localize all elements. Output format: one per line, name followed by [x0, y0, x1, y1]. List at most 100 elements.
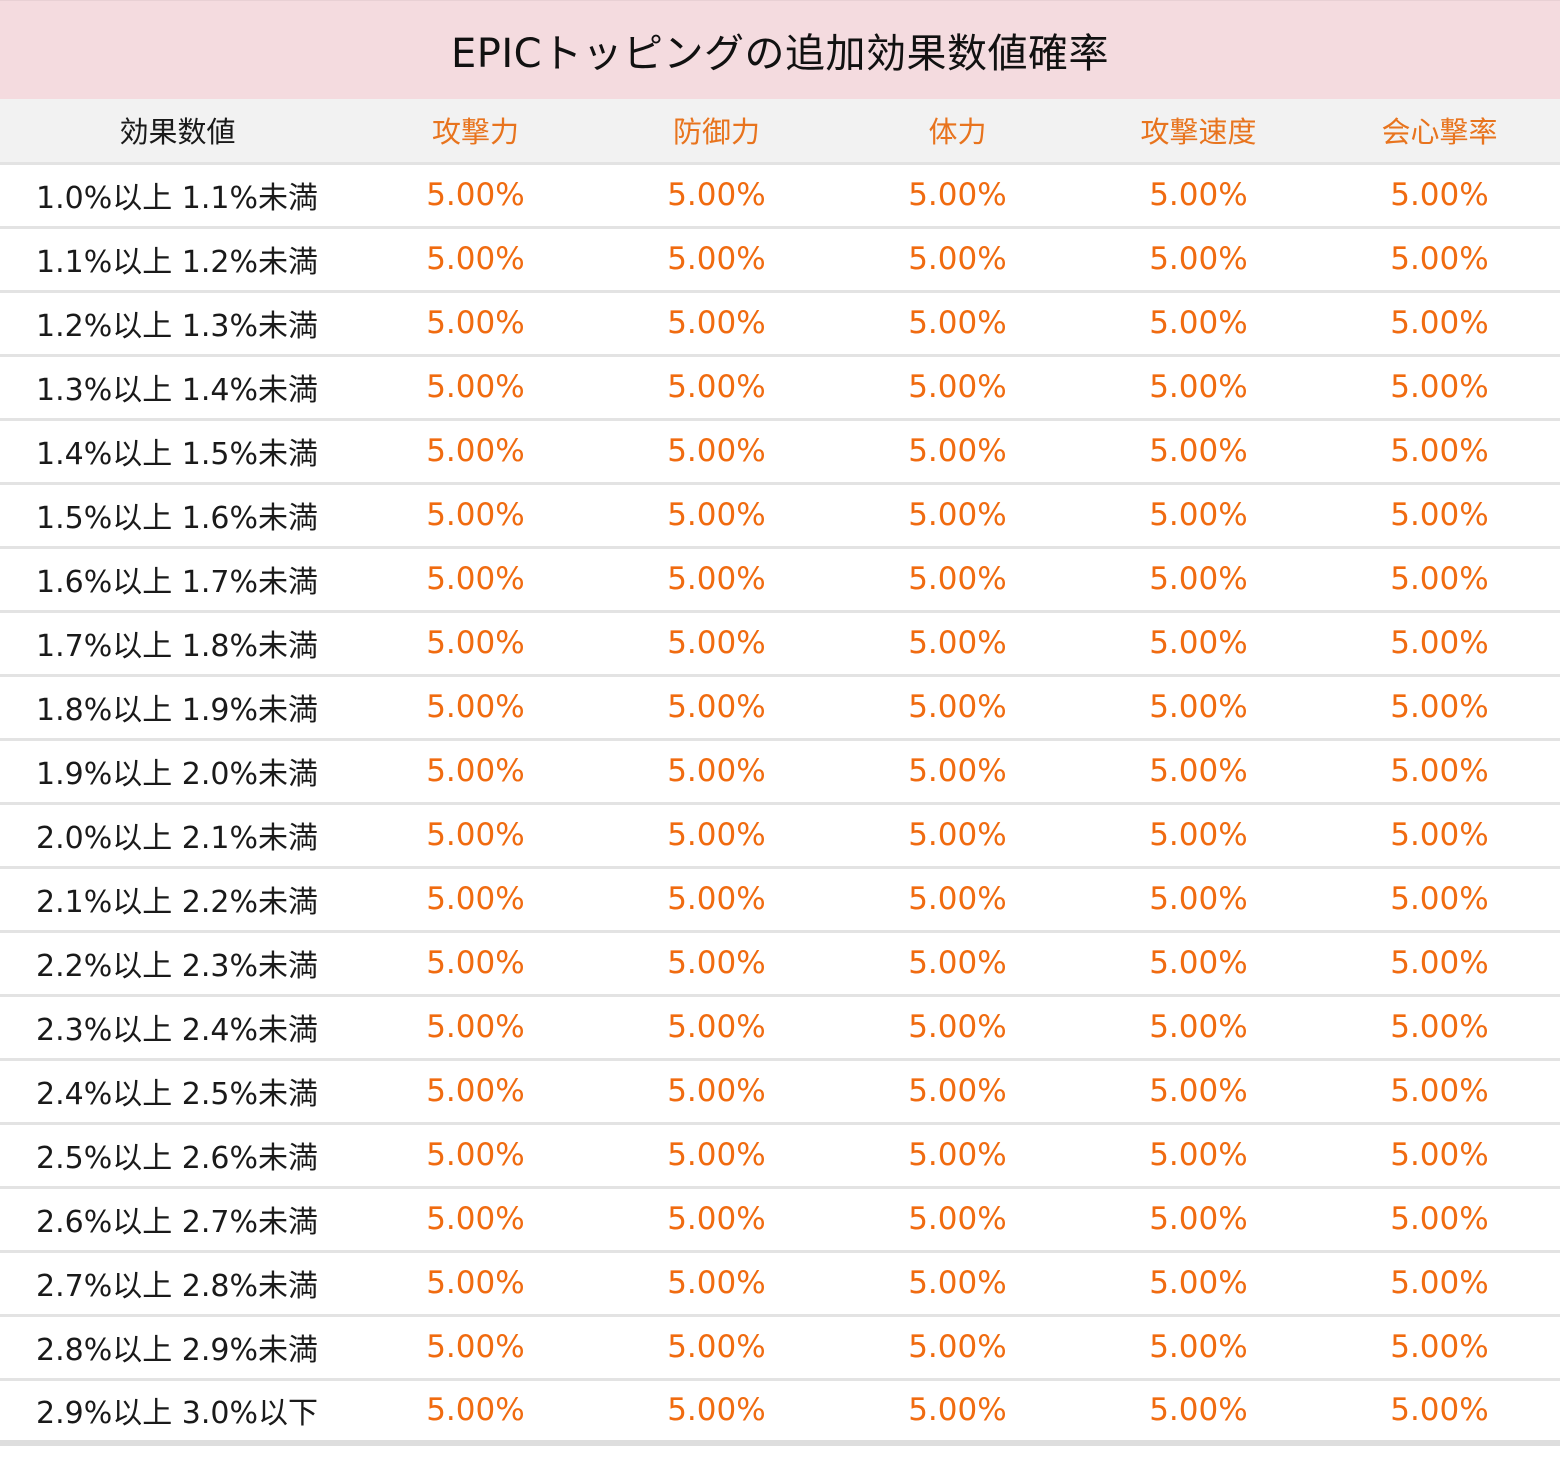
cell-attack-speed-probability: 5.00%	[1077, 1379, 1319, 1446]
header-crit-rate: 会心撃率	[1318, 99, 1560, 165]
table-row: 1.6%以上 1.7%未満 5.00% 5.00% 5.00% 5.00% 5.00%	[0, 547, 1560, 613]
row-range-label: 1.6%以上 1.7%未満	[0, 547, 355, 613]
row-range-label: 2.1%以上 2.2%未満	[0, 867, 355, 933]
table-row: 2.7%以上 2.8%未満 5.00% 5.00% 5.00% 5.00% 5.00%	[0, 1251, 1560, 1317]
cell-crit-rate-probability: 5.00%	[1318, 803, 1560, 869]
cell-hp-probability: 5.00%	[836, 675, 1078, 741]
cell-hp-probability: 5.00%	[836, 483, 1078, 549]
table-row: 1.2%以上 1.3%未満 5.00% 5.00% 5.00% 5.00% 5.00%	[0, 291, 1560, 357]
row-range-label: 2.8%以上 2.9%未満	[0, 1315, 355, 1381]
cell-defense-probability: 5.00%	[595, 675, 837, 741]
row-range-label: 1.0%以上 1.1%未満	[0, 163, 355, 229]
cell-attack-speed-probability: 5.00%	[1077, 547, 1319, 613]
cell-attack-probability: 5.00%	[354, 1315, 596, 1381]
cell-defense-probability: 5.00%	[595, 1379, 837, 1446]
cell-attack-speed-probability: 5.00%	[1077, 803, 1319, 869]
cell-hp-probability: 5.00%	[836, 291, 1078, 357]
cell-defense-probability: 5.00%	[595, 419, 837, 485]
cell-crit-rate-probability: 5.00%	[1318, 163, 1560, 229]
row-range-label: 1.9%以上 2.0%未満	[0, 739, 355, 805]
header-attack: 攻撃力	[354, 99, 596, 165]
cell-defense-probability: 5.00%	[595, 1123, 837, 1189]
cell-defense-probability: 5.00%	[595, 611, 837, 677]
cell-attack-probability: 5.00%	[354, 1059, 596, 1125]
cell-attack-speed-probability: 5.00%	[1077, 611, 1319, 677]
table-row: 2.6%以上 2.7%未満 5.00% 5.00% 5.00% 5.00% 5.00%	[0, 1187, 1560, 1253]
table-row: 2.8%以上 2.9%未満 5.00% 5.00% 5.00% 5.00% 5.00%	[0, 1315, 1560, 1381]
cell-attack-speed-probability: 5.00%	[1077, 675, 1319, 741]
row-range-label: 1.7%以上 1.8%未満	[0, 611, 355, 677]
cell-hp-probability: 5.00%	[836, 867, 1078, 933]
cell-hp-probability: 5.00%	[836, 227, 1078, 293]
cell-crit-rate-probability: 5.00%	[1318, 611, 1560, 677]
cell-attack-speed-probability: 5.00%	[1077, 483, 1319, 549]
probability-table: 効果数値 攻撃力 防御力 体力 攻撃速度 会心撃率 1.0%以上 1.1%未満 5…	[0, 99, 1560, 1446]
cell-hp-probability: 5.00%	[836, 1123, 1078, 1189]
cell-attack-probability: 5.00%	[354, 483, 596, 549]
cell-hp-probability: 5.00%	[836, 1379, 1078, 1446]
cell-crit-rate-probability: 5.00%	[1318, 227, 1560, 293]
cell-crit-rate-probability: 5.00%	[1318, 419, 1560, 485]
cell-hp-probability: 5.00%	[836, 931, 1078, 997]
cell-attack-speed-probability: 5.00%	[1077, 1315, 1319, 1381]
cell-attack-probability: 5.00%	[354, 931, 596, 997]
cell-attack-speed-probability: 5.00%	[1077, 867, 1319, 933]
cell-attack-probability: 5.00%	[354, 1251, 596, 1317]
cell-hp-probability: 5.00%	[836, 355, 1078, 421]
table-row: 1.8%以上 1.9%未満 5.00% 5.00% 5.00% 5.00% 5.00%	[0, 675, 1560, 741]
header-attack-speed: 攻撃速度	[1077, 99, 1319, 165]
cell-attack-speed-probability: 5.00%	[1077, 995, 1319, 1061]
cell-attack-probability: 5.00%	[354, 291, 596, 357]
cell-attack-speed-probability: 5.00%	[1077, 291, 1319, 357]
cell-hp-probability: 5.00%	[836, 611, 1078, 677]
table-row: 2.3%以上 2.4%未満 5.00% 5.00% 5.00% 5.00% 5.00%	[0, 995, 1560, 1061]
cell-attack-probability: 5.00%	[354, 419, 596, 485]
cell-defense-probability: 5.00%	[595, 739, 837, 805]
cell-hp-probability: 5.00%	[836, 1251, 1078, 1317]
cell-crit-rate-probability: 5.00%	[1318, 547, 1560, 613]
cell-attack-probability: 5.00%	[354, 611, 596, 677]
cell-attack-speed-probability: 5.00%	[1077, 739, 1319, 805]
cell-attack-probability: 5.00%	[354, 1379, 596, 1446]
row-range-label: 2.6%以上 2.7%未満	[0, 1187, 355, 1253]
header-effect-value: 効果数値	[0, 99, 355, 165]
cell-attack-probability: 5.00%	[354, 675, 596, 741]
row-range-label: 2.4%以上 2.5%未満	[0, 1059, 355, 1125]
cell-attack-speed-probability: 5.00%	[1077, 1059, 1319, 1125]
cell-defense-probability: 5.00%	[595, 483, 837, 549]
cell-attack-speed-probability: 5.00%	[1077, 1251, 1319, 1317]
cell-hp-probability: 5.00%	[836, 803, 1078, 869]
cell-crit-rate-probability: 5.00%	[1318, 483, 1560, 549]
table-row: 1.5%以上 1.6%未満 5.00% 5.00% 5.00% 5.00% 5.00%	[0, 483, 1560, 549]
cell-defense-probability: 5.00%	[595, 803, 837, 869]
table-title: EPICトッピングの追加効果数値確率	[450, 31, 1110, 77]
cell-attack-speed-probability: 5.00%	[1077, 355, 1319, 421]
cell-crit-rate-probability: 5.00%	[1318, 1059, 1560, 1125]
row-range-label: 1.8%以上 1.9%未満	[0, 675, 355, 741]
table-row: 1.4%以上 1.5%未満 5.00% 5.00% 5.00% 5.00% 5.00%	[0, 419, 1560, 485]
cell-hp-probability: 5.00%	[836, 163, 1078, 229]
cell-defense-probability: 5.00%	[595, 1059, 837, 1125]
table-body: 1.0%以上 1.1%未満 5.00% 5.00% 5.00% 5.00% 5.00% 1.…	[0, 163, 1560, 1446]
cell-crit-rate-probability: 5.00%	[1318, 1315, 1560, 1381]
row-range-label: 2.9%以上 3.0%以下	[0, 1379, 355, 1446]
cell-defense-probability: 5.00%	[595, 1251, 837, 1317]
row-range-label: 1.3%以上 1.4%未満	[0, 355, 355, 421]
table-row: 1.3%以上 1.4%未満 5.00% 5.00% 5.00% 5.00% 5.00%	[0, 355, 1560, 421]
row-range-label: 2.3%以上 2.4%未満	[0, 995, 355, 1061]
row-range-label: 1.2%以上 1.3%未満	[0, 291, 355, 357]
cell-attack-probability: 5.00%	[354, 995, 596, 1061]
cell-attack-speed-probability: 5.00%	[1077, 163, 1319, 229]
cell-hp-probability: 5.00%	[836, 1315, 1078, 1381]
row-range-label: 1.5%以上 1.6%未満	[0, 483, 355, 549]
cell-crit-rate-probability: 5.00%	[1318, 867, 1560, 933]
table-row: 1.1%以上 1.2%未満 5.00% 5.00% 5.00% 5.00% 5.00%	[0, 227, 1560, 293]
cell-crit-rate-probability: 5.00%	[1318, 995, 1560, 1061]
cell-attack-speed-probability: 5.00%	[1077, 931, 1319, 997]
table-row: 2.1%以上 2.2%未満 5.00% 5.00% 5.00% 5.00% 5.00%	[0, 867, 1560, 933]
cell-defense-probability: 5.00%	[595, 163, 837, 229]
cell-hp-probability: 5.00%	[836, 1059, 1078, 1125]
cell-hp-probability: 5.00%	[836, 419, 1078, 485]
header-hp: 体力	[836, 99, 1078, 165]
